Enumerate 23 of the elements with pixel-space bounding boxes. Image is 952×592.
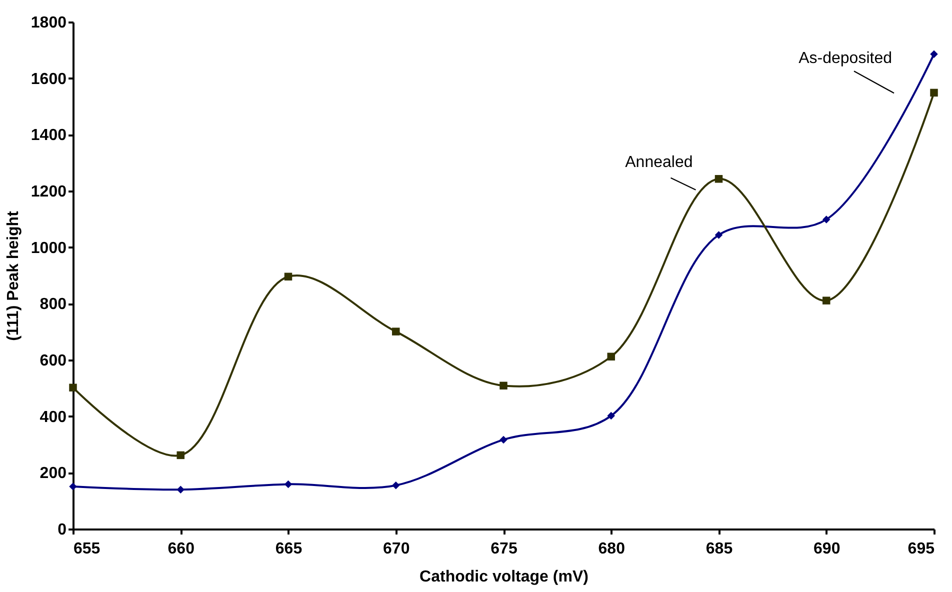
x-tick-label: 680 (598, 540, 626, 558)
y-tick-label: 400 (40, 408, 67, 426)
x-tick-label: 655 (74, 540, 100, 558)
x-tick-label: 670 (383, 540, 410, 558)
y-tick-label: 1400 (30, 127, 67, 144)
y-tick-label: 1200 (30, 184, 67, 200)
x-axis-title: Cathodic voltage (mV) (420, 568, 588, 586)
series-label: As-deposited (798, 50, 892, 68)
y-tick-label: 1000 (30, 240, 67, 257)
y-tick-label: 800 (40, 296, 67, 314)
y-axis-title: (111) Peak height (4, 210, 22, 341)
x-tick-label: 695 (908, 540, 935, 558)
y-tick-label: 1600 (30, 70, 67, 88)
y-tick-label: 600 (40, 352, 67, 370)
x-tick-label: 690 (814, 540, 840, 558)
x-tick-label: 675 (490, 540, 518, 558)
y-tick-label: 200 (40, 465, 67, 482)
x-tick-label: 685 (706, 540, 733, 558)
y-tick-label: 1800 (30, 14, 67, 32)
y-tick-label: 0 (58, 522, 67, 538)
x-tick-label: 665 (275, 540, 302, 558)
series-label: Annealed (625, 154, 693, 171)
x-tick-label: 660 (168, 540, 195, 558)
